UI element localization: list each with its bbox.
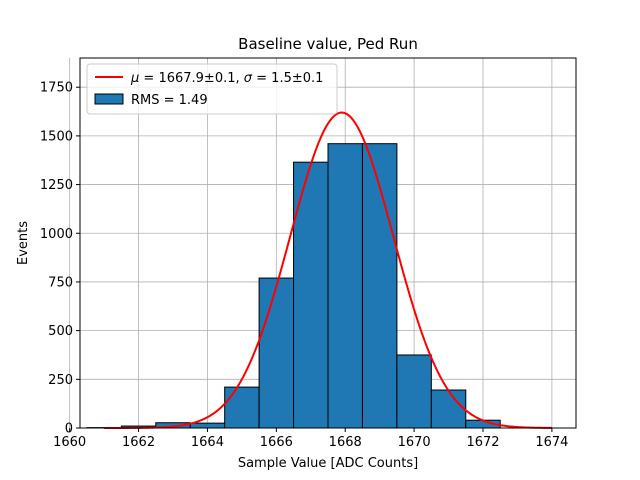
x-tick-label: 1668 [329,435,362,450]
legend-hist-label: RMS = 1.49 [131,93,208,108]
chart-title: Baseline value, Ped Run [238,35,418,53]
histogram-bars [86,143,501,429]
x-tick-label: 1672 [466,435,499,450]
x-axis-label: Sample Value [ADC Counts] [238,456,418,471]
legend-fit-label: μ = 1667.9±0.1, σ = 1.5±0.1 [130,71,323,86]
x-tick-label: 1666 [260,435,293,450]
x-tick-label: 1660 [53,435,86,450]
y-tick-label: 500 [48,324,73,339]
y-tick-label: 250 [48,373,73,388]
axis-ticks: 1660 1662 1664 1666 1668 1670 1672 1674 0 250 500 7… [40,81,569,450]
legend-box [86,63,338,115]
histogram-bar [361,143,398,429]
legend-hist-swatch [94,93,124,105]
y-tick-label: 1000 [40,227,73,242]
x-tick-label: 1674 [535,435,568,450]
y-tick-label: 0 [65,422,73,437]
y-tick-label: 1750 [40,81,73,96]
plot-frame [79,57,577,429]
legend: μ = 1667.9±0.1, σ = 1.5±0.1 RMS = 1.49 [86,63,338,115]
histogram-bar [189,422,226,429]
histogram-bar [327,143,363,429]
gaussian-fit-line [104,111,552,429]
gaussian-fit [104,111,552,429]
y-tick-label: 750 [48,275,73,290]
histogram-bar [224,386,260,429]
y-axis-label: Events [16,221,31,265]
histogram-bar [430,389,467,429]
y-tick-label: 1500 [40,129,73,144]
y-tick-label: 1250 [40,178,73,193]
x-tick-label: 1662 [122,435,155,450]
histogram-bar [396,354,432,429]
histogram-bar [258,277,295,429]
x-tick-label: 1664 [191,435,224,450]
x-tick-label: 1670 [398,435,431,450]
